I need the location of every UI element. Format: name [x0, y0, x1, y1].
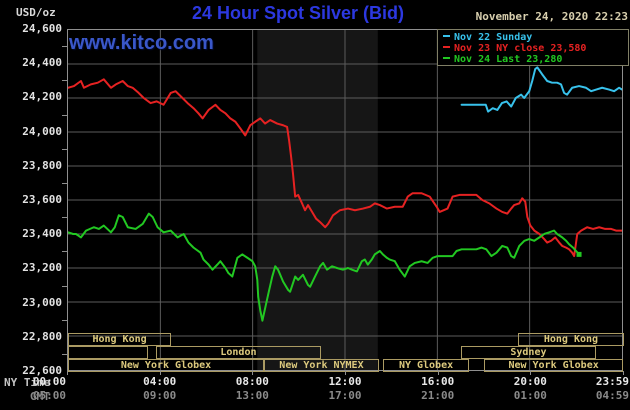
x-tick-label-gmt: 01:00 [513, 389, 547, 402]
x-axis-bottom-tick [530, 371, 532, 375]
chart-svg [68, 30, 622, 370]
x-axis-bottom-tick [159, 371, 161, 375]
kitco-watermark: www.kitco.com [69, 32, 214, 54]
legend-item: Nov 22 Sunday [443, 32, 628, 43]
legend-item: Nov 24 Last 23,280 [443, 54, 628, 65]
session-bar-label: NY Globex [398, 360, 454, 371]
legend-label: Nov 23 NY close 23,580 [454, 43, 587, 54]
series-line-1 [68, 78, 622, 258]
y-tick-label: 23,600 [22, 193, 62, 206]
x-tick-label-gmt: 05:00 [32, 389, 66, 402]
x-tick-label-ny: 12:00 [328, 375, 362, 388]
y-axis-minor-tick [62, 182, 67, 184]
x-axis-bottom-tick [437, 371, 439, 375]
session-bar-label: Hong Kong [543, 334, 599, 345]
y-tick-label: 23,400 [22, 227, 62, 241]
x-tick-label-ny: 16:00 [421, 375, 455, 388]
x-tick-label-ny: 08:00 [235, 375, 269, 388]
y-tick-label: 24,600 [22, 22, 62, 35]
y-tick-label: 22,800 [22, 329, 62, 343]
x-tick-label-gmt: 17:00 [328, 389, 362, 402]
session-bar-ny-globex: NY Globex [383, 359, 469, 372]
session-bar [68, 346, 148, 359]
session-bar-new-york-nymex: New York NYMEX [264, 359, 379, 372]
x-axis-bottom-tick [67, 371, 68, 375]
y-tick-label: 23,200 [22, 261, 62, 275]
y-tick-label: 23,000 [22, 295, 62, 309]
session-bar-label: New York Globex [508, 360, 599, 371]
session-bar-label: Sydney [510, 347, 547, 358]
session-bar-label: Hong Kong [92, 334, 147, 345]
plot-area: Hong Kong Hong Kong London Sydney New York G… [67, 29, 624, 372]
session-bar-sydney: Sydney [460, 346, 596, 359]
y-axis-minor-tick [62, 114, 67, 116]
y-axis-minor-tick [62, 80, 67, 82]
y-axis-minor-tick [62, 319, 67, 321]
legend-label: Nov 24 Last 23,280 [454, 54, 563, 65]
y-axis-minor-tick [62, 285, 67, 287]
session-bar-new-york-globex: New York Globex [68, 359, 264, 372]
x-tick-label-gmt: 21:00 [421, 389, 455, 402]
legend-swatch [443, 56, 450, 59]
y-tick-label: 24,000 [22, 124, 62, 138]
legend-swatch [443, 45, 450, 48]
chart-datetime: November 24, 2020 22:23 [475, 10, 628, 23]
session-bar-london: London [156, 346, 321, 359]
session-bar-label: New York NYMEX [279, 360, 364, 371]
legend-swatch [443, 34, 450, 37]
y-axis-minor-tick [62, 251, 67, 253]
x-tick-label-gmt: 13:00 [235, 389, 269, 402]
y-axis-minor-tick [62, 217, 67, 219]
y-tick-label: 22,600 [22, 364, 62, 377]
x-tick-label-ny: 20:00 [513, 375, 547, 388]
series-end-marker [576, 251, 582, 257]
session-bar-label: London [220, 347, 257, 358]
x-axis-bottom-tick [623, 371, 624, 375]
x-axis-bottom-tick [345, 371, 346, 375]
session-bar-new-york-globex: New York Globex [484, 359, 624, 372]
ny-time-axis-label: NY Time [4, 376, 51, 389]
y-tick-label: 24,400 [22, 56, 62, 70]
session-bar-hong-kong: Hong Kong [68, 333, 172, 346]
gmt-axis-label: GMT [30, 390, 50, 403]
session-bar-hong-kong: Hong Kong [517, 333, 624, 346]
x-tick-label-gmt: 09:00 [143, 389, 177, 402]
y-axis-minor-tick [62, 46, 67, 48]
x-tick-label-ny: 00:00 [32, 375, 66, 388]
legend-item: Nov 23 NY close 23,580 [443, 43, 628, 54]
page-title: 24 Hour Spot Silver (Bid) [191, 3, 405, 23]
x-tick-label-gmt: 04:59 [595, 389, 629, 402]
legend-label: Nov 22 Sunday [454, 32, 533, 43]
y-axis-minor-tick [62, 148, 67, 150]
x-tick-label-ny: 23:59 [595, 375, 629, 388]
y-axis-unit-label: USD/oz [16, 6, 56, 19]
y-tick-label: 24,200 [22, 90, 62, 104]
series-line-2 [68, 212, 581, 322]
series-line-0 [460, 66, 622, 113]
legend-box: Nov 22 Sunday Nov 23 NY close 23,580 Nov 2… [437, 29, 629, 66]
x-axis-bottom-tick [252, 371, 254, 375]
y-tick-label: 23,800 [22, 158, 62, 172]
x-tick-label-ny: 04:00 [143, 375, 177, 388]
y-axis-minor-tick [62, 353, 67, 355]
session-bar-label: New York Globex [120, 360, 212, 371]
